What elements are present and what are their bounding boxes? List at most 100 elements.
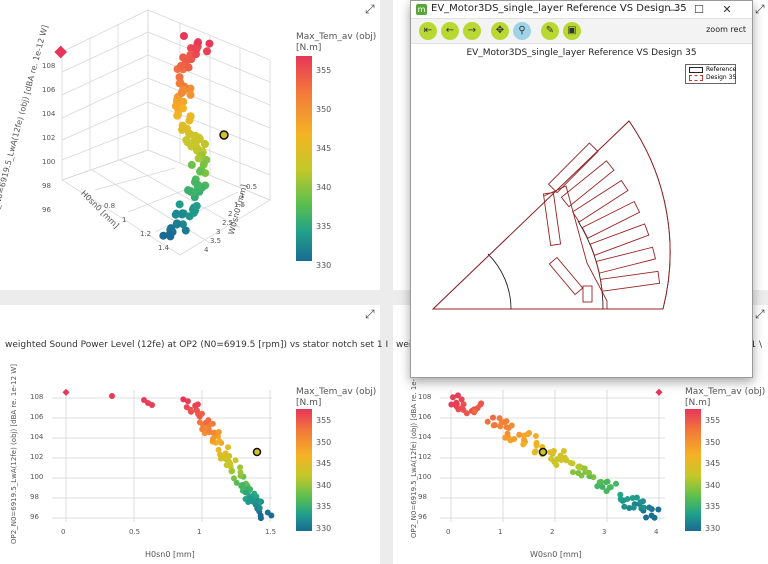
edit-axes-icon[interactable]: ✎ — [541, 22, 559, 40]
data-point — [511, 435, 518, 442]
selected-data-point — [538, 447, 548, 457]
colorbar-tick: 350 — [705, 437, 721, 447]
scatter-3d-plot[interactable] — [0, 0, 380, 290]
data-point — [184, 63, 193, 72]
y-tick-label: 106 — [30, 413, 44, 421]
scatter-right-plot[interactable] — [393, 305, 768, 564]
data-point — [629, 494, 636, 501]
window-title: EV_Motor3DS_single_layer Reference VS De… — [431, 3, 687, 14]
z-tick-label: 104 — [42, 110, 56, 118]
x-tick-label: 1.2 — [140, 230, 152, 238]
data-point — [560, 448, 567, 455]
expand-icon[interactable]: ⤢ — [755, 2, 765, 16]
data-point — [643, 514, 650, 521]
legend: Reference Design 35 — [685, 64, 736, 84]
data-point — [646, 504, 653, 511]
expand-icon[interactable]: ⤢ — [365, 307, 375, 321]
zoom-mode-label: zoom rect — [706, 25, 746, 34]
stator-slot — [595, 246, 657, 274]
data-point — [613, 480, 620, 487]
y-axis-label: OP2_N0=6919.5_LwA(12fe) (obj) [dBA re. 1… — [410, 369, 419, 539]
scatter-right-title-left: wei — [396, 340, 412, 350]
data-point — [185, 116, 194, 125]
scatter-3d-panel[interactable]: OP2_N0=6919.5_LwA(12fe) (obj) [dBA re. 1… — [0, 0, 380, 290]
scatter-left-panel[interactable]: 108 106 104 102 100 98 96 0 0.5 1 1.5 Max_Tem_av (… — [0, 305, 380, 564]
data-point — [175, 79, 184, 88]
data-point — [196, 419, 203, 426]
y-tick-label: 104 — [30, 433, 44, 441]
data-point — [617, 491, 624, 498]
data-point — [563, 457, 570, 464]
data-point — [655, 506, 662, 513]
data-point — [599, 484, 606, 491]
data-point — [187, 160, 196, 169]
expand-icon[interactable]: ⤢ — [755, 307, 765, 321]
data-point — [621, 503, 628, 510]
save-icon[interactable]: ▣ — [563, 22, 581, 40]
data-point — [256, 498, 263, 505]
home-icon[interactable]: ⇤ — [419, 22, 437, 40]
data-point — [604, 478, 611, 485]
data-point — [233, 479, 240, 486]
x-tick-label: 0 — [446, 528, 451, 536]
y-tick-label: 104 — [418, 433, 432, 441]
y-tick-label: 100 — [418, 473, 432, 481]
window-titlebar[interactable]: m EV_Motor3DS_single_layer Reference VS … — [411, 1, 752, 19]
expand-icon[interactable]: ⤢ — [365, 2, 375, 16]
data-point — [524, 431, 531, 438]
zoom-icon[interactable]: ⚲ — [513, 22, 531, 40]
data-point — [187, 406, 194, 413]
colorbar — [296, 409, 312, 531]
pan-icon[interactable]: ✥ — [491, 22, 509, 40]
data-point — [196, 167, 205, 176]
x-tick-label: 4 — [654, 528, 659, 536]
x-tick-label: 3 — [602, 528, 607, 536]
colorbar-tick: 335 — [316, 222, 332, 231]
x-tick-label: 0 — [61, 528, 66, 536]
data-point — [497, 423, 504, 430]
colorbar-tick: 350 — [316, 437, 332, 447]
scatter-3d-points — [54, 32, 229, 241]
maximize-button[interactable]: ☐ — [694, 3, 704, 16]
data-point — [180, 396, 187, 403]
y-tick-label: 96 — [418, 513, 427, 521]
colorbar-tick: 330 — [316, 261, 332, 270]
colorbar-tick: 345 — [316, 144, 332, 153]
motor-comparison-window[interactable]: m EV_Motor3DS_single_layer Reference VS … — [410, 0, 753, 378]
stator-slot — [581, 200, 641, 239]
data-point — [180, 32, 188, 40]
z-tick-label: 96 — [42, 206, 51, 214]
data-point — [159, 231, 168, 240]
selected-data-point — [252, 447, 262, 457]
scatter-left-title: weighted Sound Power Level (12fe) at OP2… — [5, 340, 389, 350]
data-point — [257, 515, 264, 522]
data-point — [175, 73, 184, 82]
y-tick-label: 100 — [30, 473, 44, 481]
data-point — [194, 154, 203, 163]
data-point — [179, 104, 188, 113]
data-point — [237, 464, 244, 471]
data-point — [569, 460, 576, 467]
y-tick-label: 0.5 — [246, 183, 258, 191]
data-point — [178, 125, 187, 134]
data-point — [200, 140, 209, 149]
data-point — [190, 178, 199, 187]
x-axis-label: W0sn0 [mm] — [530, 550, 582, 559]
colorbar-tick: 340 — [705, 480, 721, 490]
reference-marker — [54, 45, 68, 59]
back-arrow-icon[interactable]: ← — [441, 22, 459, 40]
scatter-left-plot[interactable] — [0, 305, 380, 564]
y-tick-label: 4 — [204, 246, 209, 254]
data-point — [503, 418, 510, 425]
legend-reference: Reference — [706, 66, 737, 73]
colorbar-tick: 330 — [705, 523, 721, 533]
minimize-button[interactable]: — — [668, 3, 680, 16]
data-point — [211, 429, 218, 436]
plot-title: EV_Motor3DS_single_layer Reference VS De… — [466, 48, 697, 58]
data-point — [624, 496, 631, 503]
close-button[interactable]: ✕ — [722, 3, 732, 16]
data-point — [630, 504, 637, 511]
forward-arrow-icon[interactable]: → — [463, 22, 481, 40]
data-point — [256, 505, 263, 512]
y-tick-label: 1 — [240, 192, 245, 200]
